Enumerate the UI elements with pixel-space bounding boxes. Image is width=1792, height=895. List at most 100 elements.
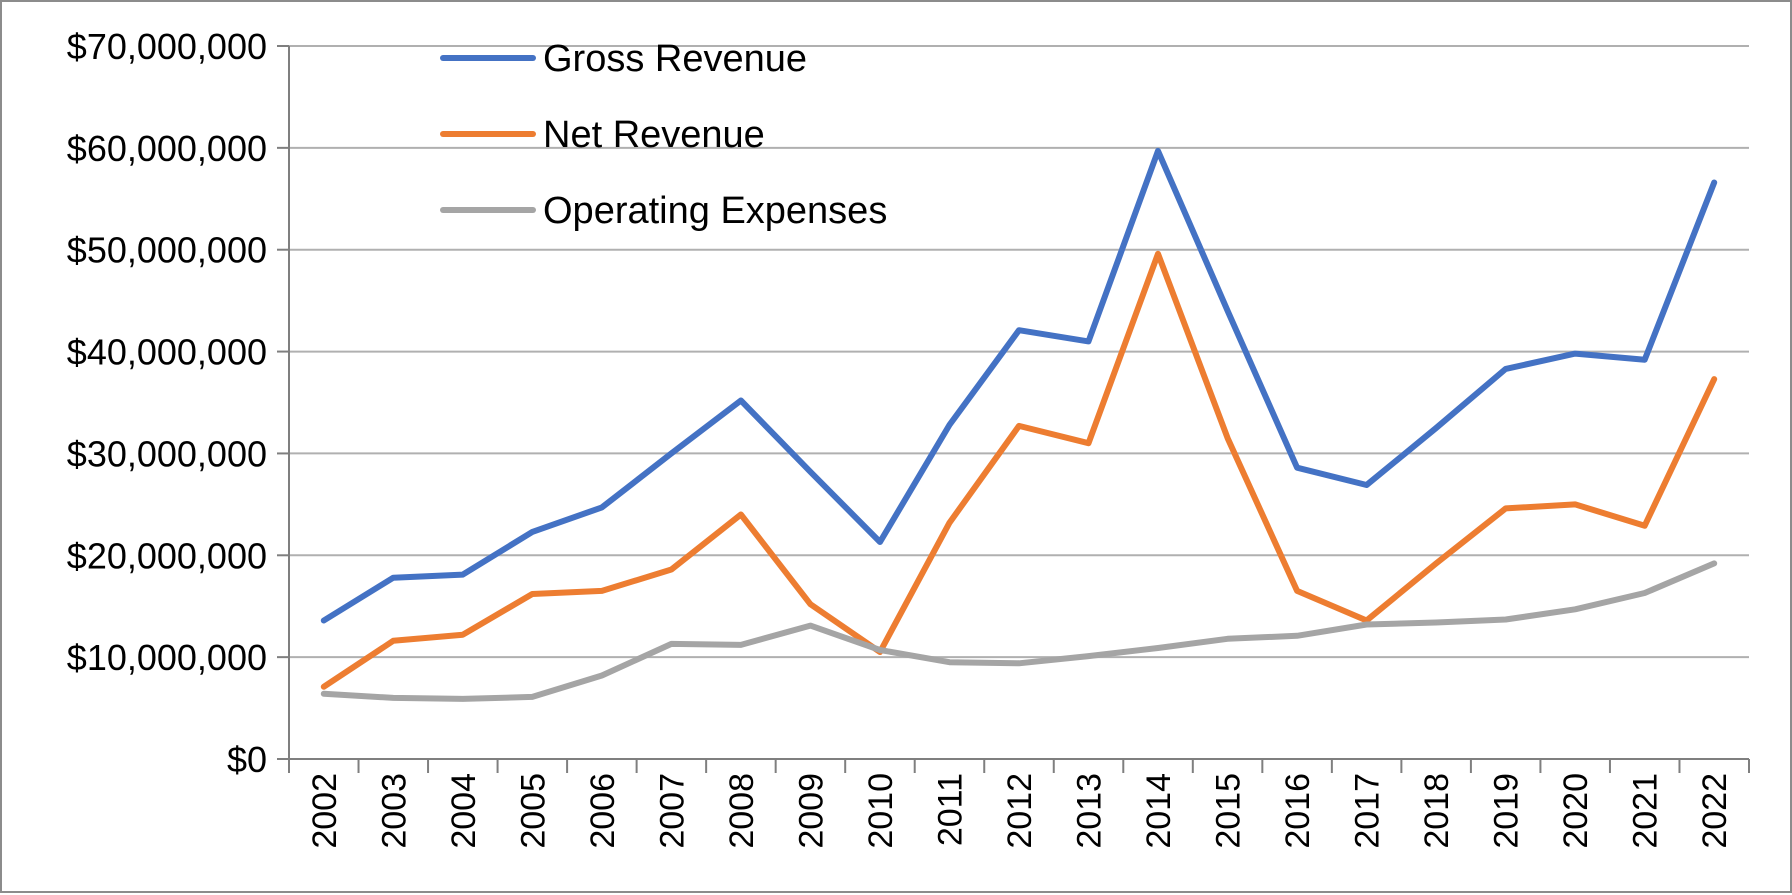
- x-tick-label: 2007: [653, 773, 691, 849]
- y-tick-label: $40,000,000: [67, 332, 267, 373]
- data-point-net-revenue: [1642, 523, 1648, 529]
- data-point-operating-expenses: [1711, 560, 1717, 566]
- x-tick-label: 2019: [1488, 773, 1526, 849]
- data-point-gross-revenue: [1364, 482, 1370, 488]
- data-point-operating-expenses: [1294, 633, 1300, 639]
- series-line-gross-revenue: [320, 147, 1718, 624]
- data-point-gross-revenue: [807, 469, 813, 475]
- data-point-net-revenue: [1225, 435, 1231, 441]
- x-tick-label: 2022: [1696, 773, 1734, 849]
- x-tick-label: 2002: [306, 773, 344, 849]
- data-point-net-revenue: [1503, 505, 1509, 511]
- x-tick-label: 2013: [1071, 773, 1109, 849]
- x-tick-label: 2018: [1418, 773, 1456, 849]
- data-point-net-revenue: [807, 601, 813, 607]
- data-point-gross-revenue: [1294, 465, 1300, 471]
- data-point-gross-revenue: [1572, 351, 1578, 357]
- data-point-operating-expenses: [1503, 616, 1509, 622]
- series-lines: [320, 147, 1718, 702]
- y-tick-label: $10,000,000: [67, 637, 267, 678]
- data-point-operating-expenses: [738, 642, 744, 648]
- x-tick-label: 2014: [1140, 773, 1178, 849]
- data-point-operating-expenses: [599, 672, 605, 678]
- data-point-net-revenue: [1294, 588, 1300, 594]
- x-tick-label: 2017: [1349, 773, 1387, 849]
- data-point-net-revenue: [1572, 501, 1578, 507]
- data-point-operating-expenses: [668, 641, 674, 647]
- y-tick-label: $20,000,000: [67, 535, 267, 576]
- x-tick-label: 2010: [862, 773, 900, 849]
- data-point-operating-expenses: [1016, 660, 1022, 666]
- data-point-operating-expenses: [1572, 606, 1578, 612]
- y-tick-label: $30,000,000: [67, 433, 267, 474]
- data-point-gross-revenue: [1225, 308, 1231, 314]
- y-tick-label: $50,000,000: [67, 230, 267, 271]
- data-point-net-revenue: [529, 591, 535, 597]
- data-point-gross-revenue: [946, 422, 952, 428]
- data-point-gross-revenue: [738, 397, 744, 403]
- x-tick-label: 2005: [514, 773, 552, 849]
- x-tick-label: 2008: [723, 773, 761, 849]
- data-point-gross-revenue: [1711, 179, 1717, 185]
- data-point-net-revenue: [1711, 376, 1717, 382]
- data-point-gross-revenue: [1016, 327, 1022, 333]
- data-point-gross-revenue: [668, 450, 674, 456]
- x-tick-label: 2015: [1210, 773, 1248, 849]
- data-point-operating-expenses: [460, 696, 466, 702]
- legend-label: Net Revenue: [543, 114, 765, 156]
- y-axis-ticks: $0 $10,000,000 $20,000,000 $30,000,000 $40,0…: [67, 26, 289, 780]
- x-axis-ticks: 2002 2003 2004 2005 2006 2007 2008 2009 2010 2011…: [288, 759, 1750, 849]
- data-point-gross-revenue: [460, 572, 466, 578]
- x-tick-label: 2006: [584, 773, 622, 849]
- data-point-net-revenue: [1433, 560, 1439, 566]
- data-point-gross-revenue: [390, 575, 396, 581]
- data-point-gross-revenue: [529, 529, 535, 535]
- data-point-operating-expenses: [1642, 590, 1648, 596]
- data-point-net-revenue: [738, 512, 744, 518]
- axes: [288, 46, 1749, 760]
- y-tick-label: $60,000,000: [67, 128, 267, 169]
- data-point-net-revenue: [599, 588, 605, 594]
- y-tick-label: $70,000,000: [67, 26, 267, 67]
- data-point-gross-revenue: [1642, 357, 1648, 363]
- y-tick-label: $0: [227, 739, 267, 780]
- data-point-gross-revenue: [1503, 366, 1509, 372]
- x-tick-label: 2009: [792, 773, 830, 849]
- data-point-operating-expenses: [946, 659, 952, 665]
- data-point-gross-revenue: [1086, 338, 1092, 344]
- x-tick-label: 2003: [375, 773, 413, 849]
- data-point-net-revenue: [668, 567, 674, 573]
- x-tick-label: 2011: [931, 773, 969, 846]
- data-point-net-revenue: [460, 632, 466, 638]
- data-point-net-revenue: [321, 684, 327, 690]
- data-point-operating-expenses: [390, 695, 396, 701]
- data-point-operating-expenses: [529, 694, 535, 700]
- x-tick-label: 2012: [1001, 773, 1039, 849]
- data-point-operating-expenses: [1155, 645, 1161, 651]
- x-tick-label: 2016: [1279, 773, 1317, 849]
- data-point-operating-expenses: [1433, 620, 1439, 626]
- x-tick-label: 2004: [445, 773, 483, 849]
- data-point-net-revenue: [946, 520, 952, 526]
- legend: Gross Revenue Net Revenue Operating Expens…: [440, 38, 887, 232]
- data-point-gross-revenue: [599, 504, 605, 510]
- x-tick-label: 2021: [1627, 773, 1665, 849]
- data-point-operating-expenses: [321, 691, 327, 697]
- data-point-net-revenue: [1016, 423, 1022, 429]
- data-point-gross-revenue: [1433, 425, 1439, 431]
- data-point-operating-expenses: [1086, 653, 1092, 659]
- data-point-operating-expenses: [1225, 636, 1231, 642]
- x-tick-label: 2020: [1557, 773, 1595, 849]
- data-point-operating-expenses: [807, 623, 813, 629]
- data-point-operating-expenses: [877, 647, 883, 653]
- series-line-operating-expenses: [320, 560, 1718, 702]
- data-point-gross-revenue: [1155, 148, 1161, 154]
- data-point-net-revenue: [1155, 251, 1161, 257]
- data-point-net-revenue: [390, 638, 396, 644]
- data-point-gross-revenue: [877, 539, 883, 545]
- data-point-gross-revenue: [321, 617, 327, 623]
- gridlines: [289, 45, 1749, 659]
- data-point-net-revenue: [1086, 440, 1092, 446]
